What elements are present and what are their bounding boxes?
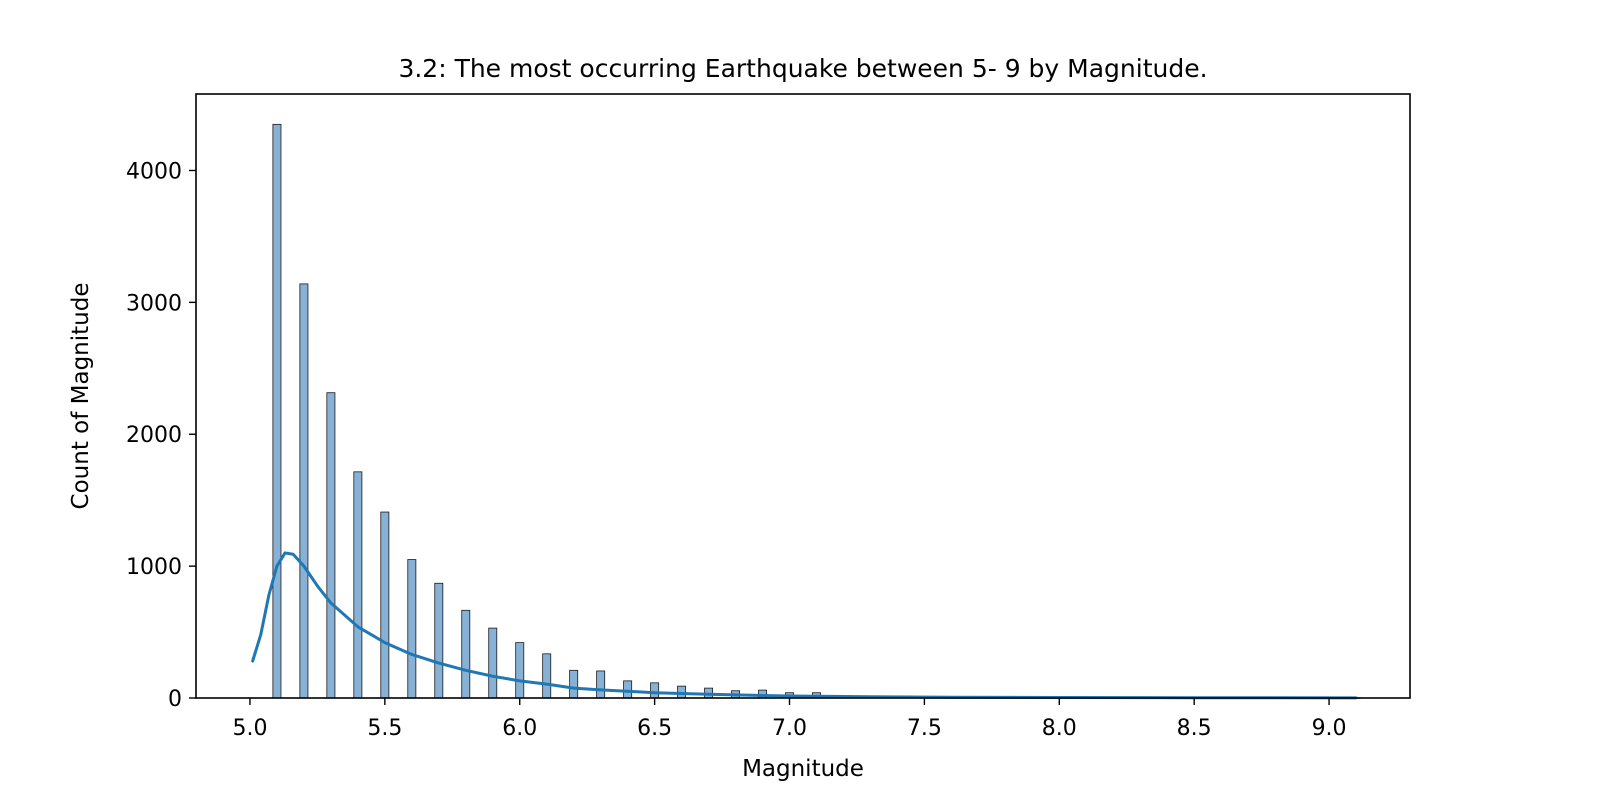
histogram-bar [407,559,417,699]
y-tick-label: 3000 [126,291,182,316]
histogram-bar [650,682,660,699]
x-tick-label: 5.5 [367,716,402,741]
histogram-bar [434,582,444,699]
kde-line [251,551,1358,700]
bars-layer [272,123,1361,699]
y-tick-label: 2000 [126,423,182,448]
y-axis-ticks: 0 1000 2000 3000 4000 [126,159,196,712]
x-tick-label: 8.5 [1177,716,1212,741]
histogram-bar [569,669,579,699]
histogram-bar [380,511,390,699]
histogram-bar [515,642,525,699]
plot-frame [195,93,1411,699]
x-tick-label: 6.5 [637,716,672,741]
y-tick-label: 4000 [126,159,182,184]
y-tick-label: 0 [168,687,182,712]
kde-layer [251,551,1358,700]
histogram-bar [488,627,498,699]
y-axis-label: Count of Magnitude [68,283,94,510]
histogram-bar [596,670,606,699]
histogram-bar [299,283,309,699]
x-tick-label: 5.0 [232,716,267,741]
x-tick-label: 9.0 [1312,716,1347,741]
histogram-bar [461,609,471,699]
x-tick-label: 6.0 [502,716,537,741]
x-axis-label: Magnitude [742,756,864,782]
histogram-bar [326,392,336,699]
x-tick-label: 8.0 [1042,716,1077,741]
x-axis-ticks: 5.0 5.5 6.0 6.5 7.0 7.5 8.0 8.5 9.0 [232,698,1347,741]
x-tick-label: 7.0 [772,716,807,741]
histogram-bar [353,471,363,699]
histogram-bar [542,653,552,699]
y-tick-label: 1000 [126,555,182,580]
chart-title: 3.2: The most occurring Earthquake betwe… [398,54,1207,83]
histogram-bar [272,123,282,699]
histogram-bar [623,680,633,699]
x-tick-label: 7.5 [907,716,942,741]
